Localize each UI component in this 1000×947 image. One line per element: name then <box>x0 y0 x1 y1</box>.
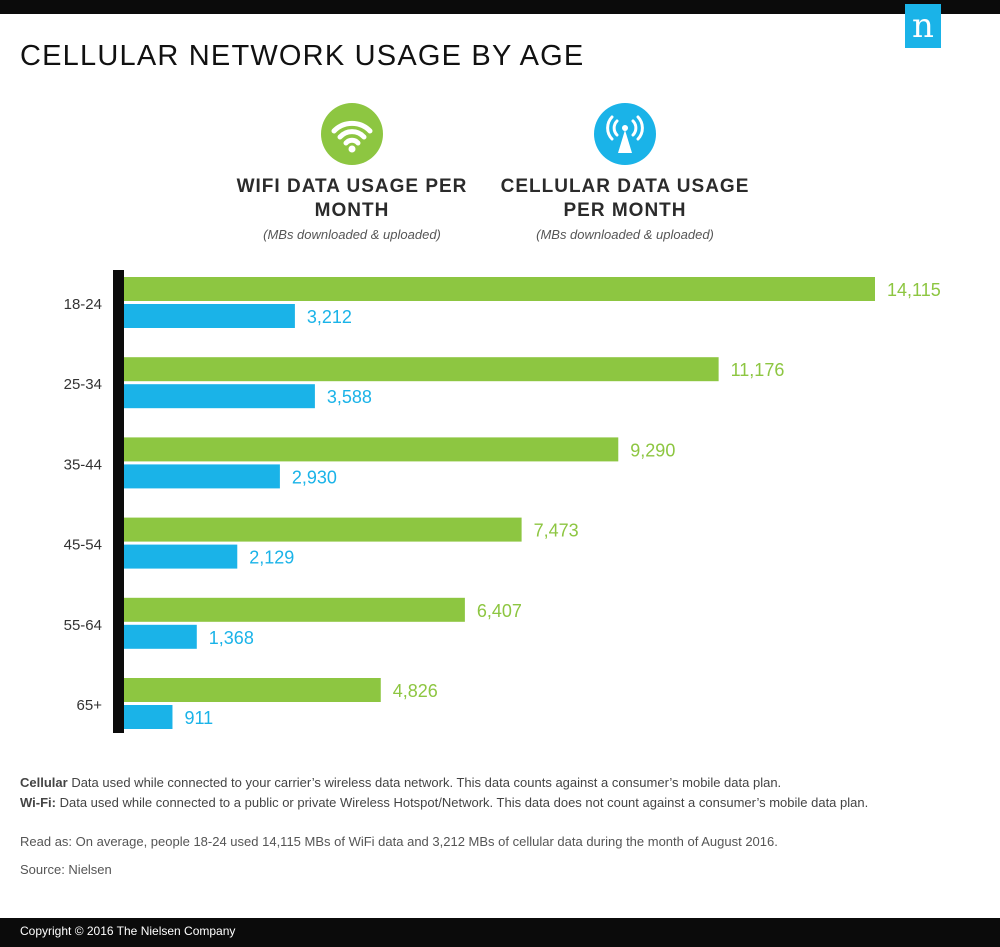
wifi-bar-35-44 <box>124 437 619 462</box>
wifi-bar-18-24 <box>124 277 875 301</box>
cell-tower-icon <box>594 103 656 165</box>
cellular-value-35-44: 2,930 <box>292 467 337 487</box>
footnote-cellular: Cellular Data used while connected to yo… <box>20 773 868 793</box>
nielsen-logo: n <box>905 4 941 48</box>
wifi-value-18-24: 14,115 <box>887 280 941 300</box>
wifi-value-55-64: 6,407 <box>477 601 522 621</box>
wifi-value-25-34: 11,176 <box>731 360 785 380</box>
tick-label-45-54: 45-54 <box>64 537 102 554</box>
cellular-bar-55-64 <box>124 624 197 649</box>
wifi-bar-45-54 <box>124 517 522 542</box>
wifi-bar-65+ <box>124 678 381 702</box>
cellular-bar-45-54 <box>124 544 238 569</box>
cellular-value-45-54: 2,129 <box>249 548 294 568</box>
footnote-wifi-term: Wi-Fi: <box>20 795 56 810</box>
cellular-value-55-64: 1,368 <box>209 628 254 648</box>
wifi-icon <box>321 103 383 165</box>
tick-label-25-34: 25-34 <box>64 376 102 393</box>
legend-wifi-note: (MBs downloaded & uploaded) <box>263 227 441 242</box>
cellular-bar-18-24 <box>124 304 295 328</box>
wifi-bar-55-64 <box>124 597 465 622</box>
footnote-cellular-text: Data used while connected to your carrie… <box>71 775 782 790</box>
footnote-cellular-term: Cellular <box>20 775 68 790</box>
copyright-text: Copyright © 2016 The Nielsen Company <box>20 924 236 938</box>
wifi-bar-25-34 <box>124 357 719 382</box>
cellular-bar-35-44 <box>124 464 280 489</box>
legend-cellular-note: (MBs downloaded & uploaded) <box>536 227 714 242</box>
bar-chart: 18-24 14,115 3,212 25-34 11,176 3,588 35-44 9,2… <box>64 270 941 733</box>
cellular-bar-65+ <box>124 705 173 729</box>
cellular-value-18-24: 3,212 <box>307 307 352 327</box>
legend-wifi-label: WIFI DATA USAGE PER MONTH <box>236 176 468 221</box>
chart-title: CELLULAR NETWORK USAGE BY AGE <box>20 40 585 72</box>
footer-bar: Copyright © 2016 The Nielsen Company <box>0 918 1000 947</box>
wifi-value-65+: 4,826 <box>393 681 438 701</box>
wifi-value-35-44: 9,290 <box>630 440 675 460</box>
read-as-note: Read as: On average, people 18-24 used 1… <box>20 834 778 849</box>
source-note: Source: Nielsen <box>20 862 112 877</box>
top-bar <box>0 0 1000 14</box>
wifi-value-45-54: 7,473 <box>534 521 579 541</box>
legend-cellular-label: CELLULAR DATA USAGE PER MONTH <box>500 176 750 221</box>
tick-label-65+: 65+ <box>77 697 103 714</box>
tick-label-55-64: 55-64 <box>64 617 102 634</box>
cellular-value-65+: 911 <box>184 708 213 728</box>
tick-label-18-24: 18-24 <box>64 296 102 313</box>
category-axis-line <box>113 270 124 733</box>
footnote-wifi: Wi-Fi: Data used while connected to a pu… <box>20 793 868 813</box>
cellular-bar-25-34 <box>124 384 315 409</box>
legend-cellular: CELLULAR DATA USAGE PER MONTH (MBs downl… <box>475 103 775 242</box>
footnotes: Cellular Data used while connected to yo… <box>20 773 868 813</box>
legend-wifi: WIFI DATA USAGE PER MONTH (MBs downloade… <box>202 103 502 242</box>
cellular-value-25-34: 3,588 <box>327 387 372 407</box>
tick-label-35-44: 35-44 <box>64 456 102 473</box>
footnote-wifi-text: Data used while connected to a public or… <box>59 795 869 810</box>
